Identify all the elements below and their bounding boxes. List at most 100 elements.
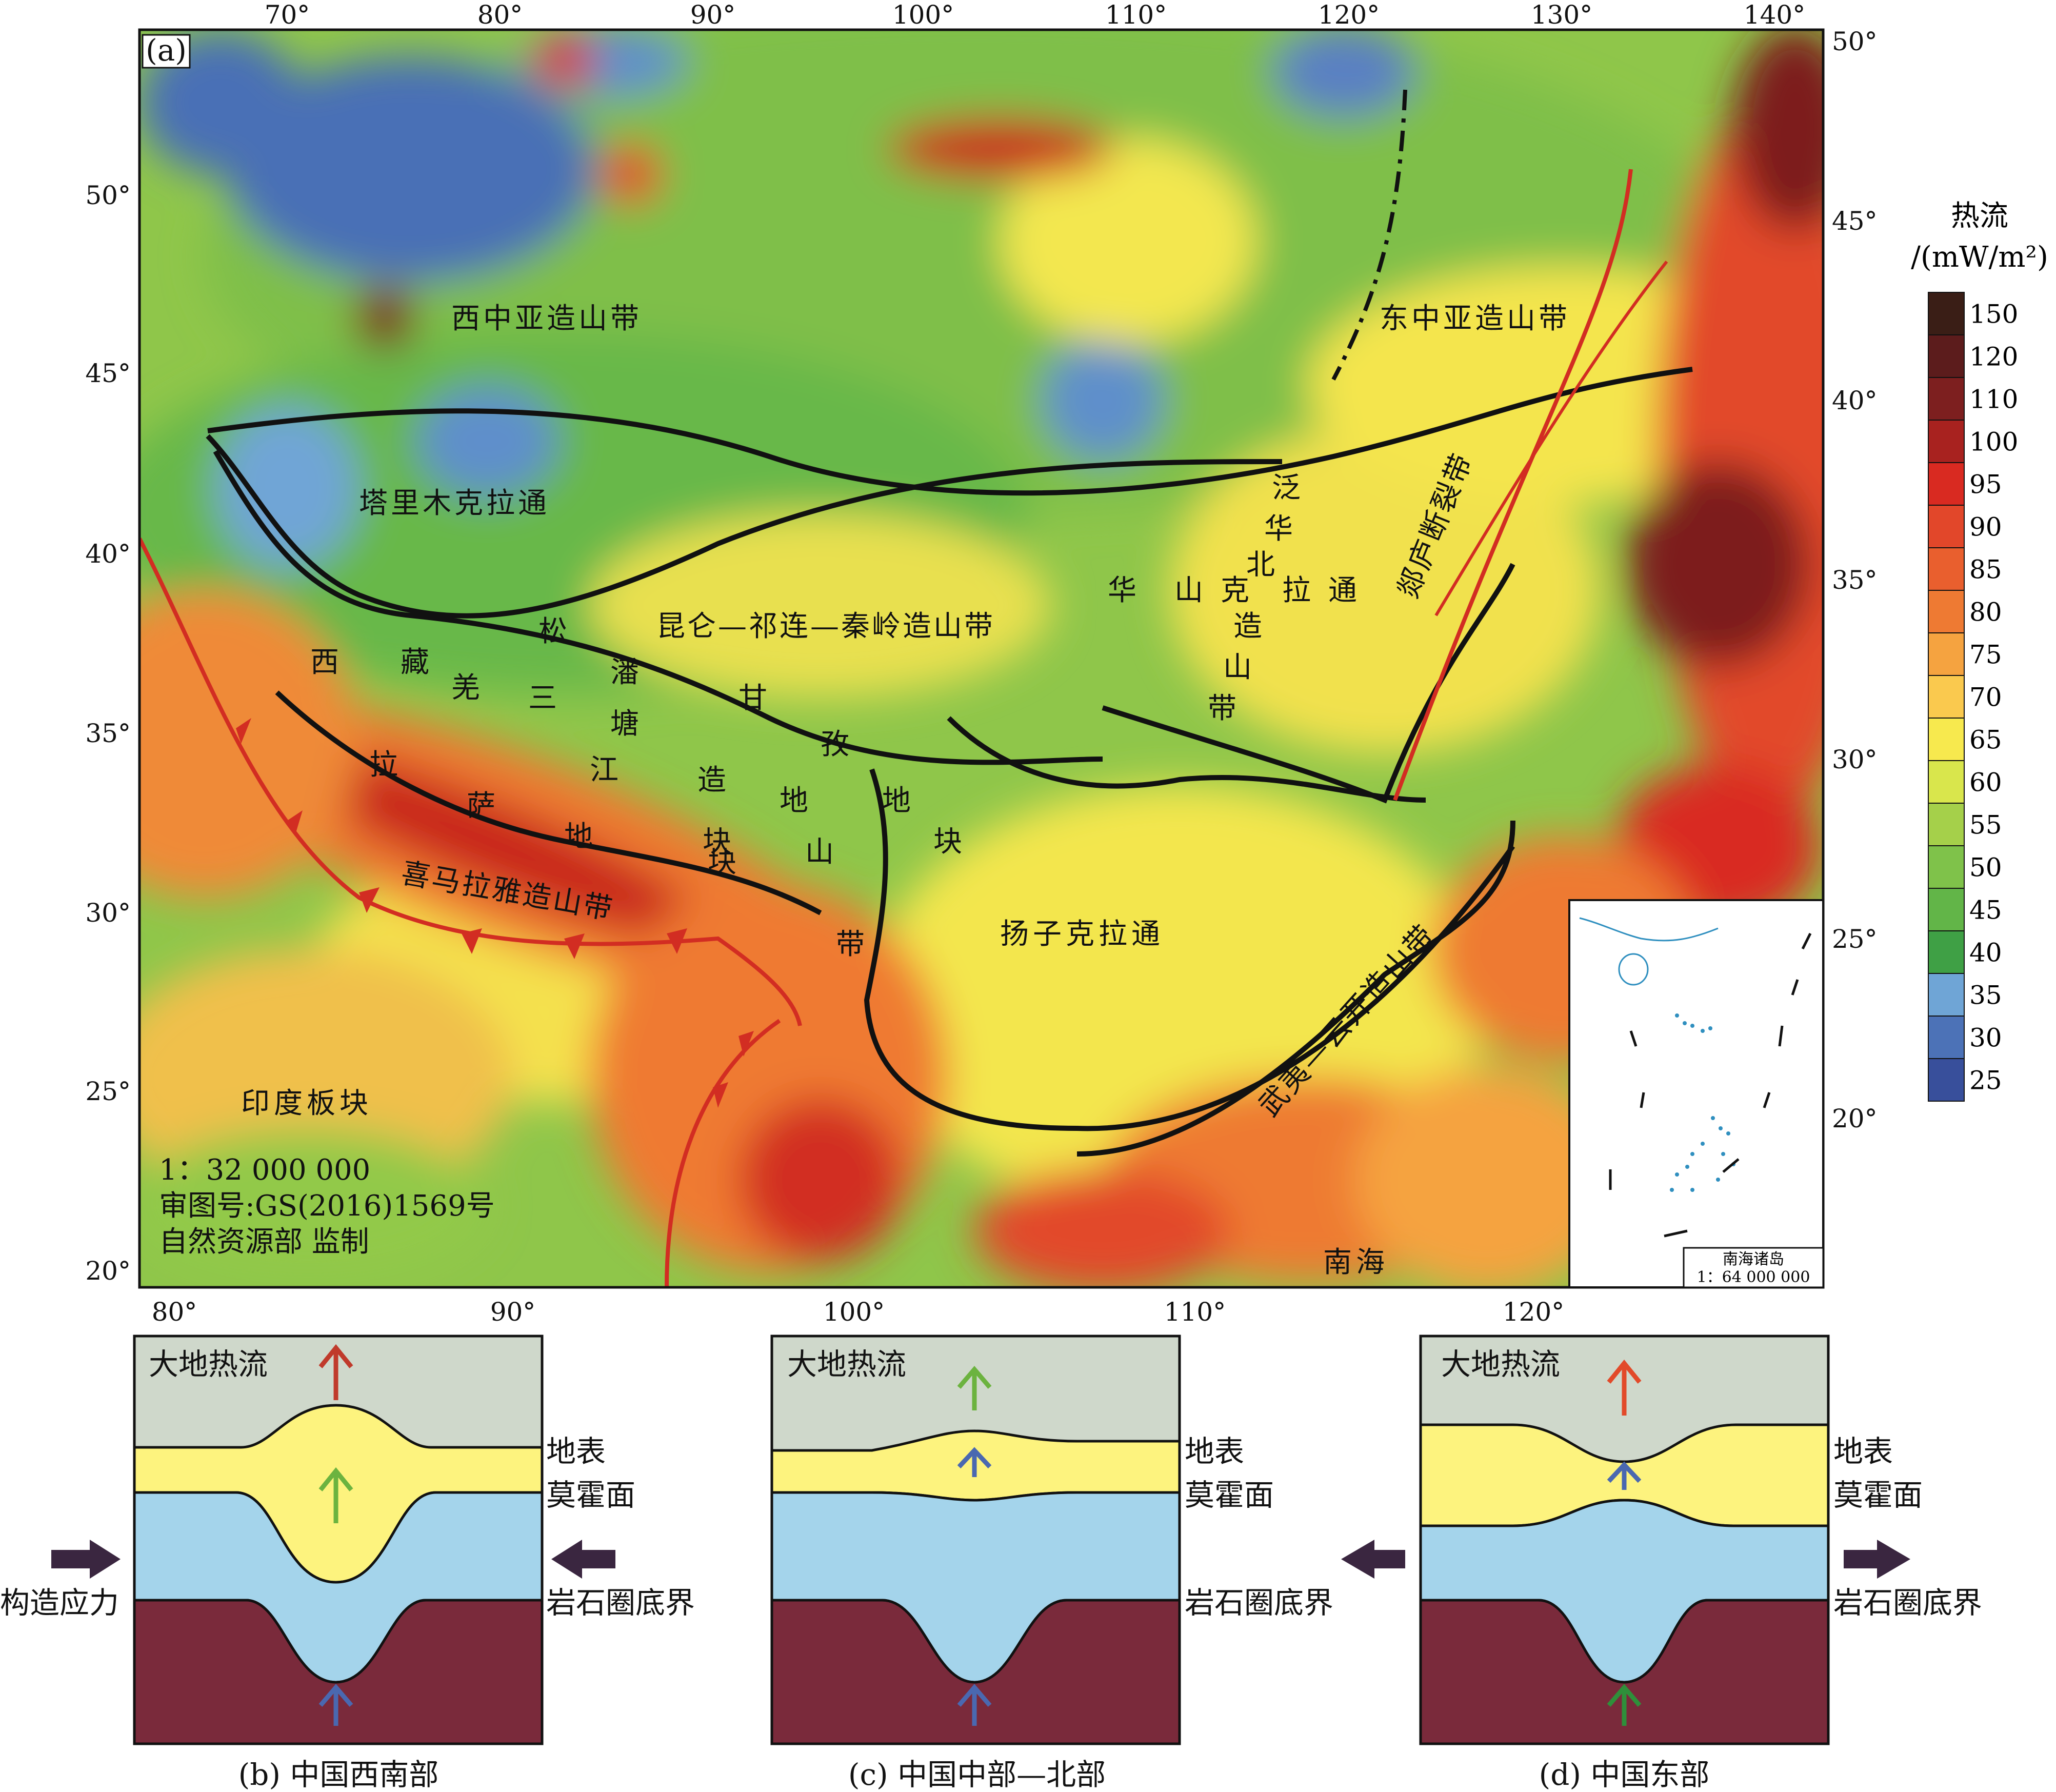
label-north-china-orogen: 泛 华 北 造 山 带 [1208, 471, 1301, 725]
right-tick: 30° [1832, 745, 1878, 774]
legend-swatch [1928, 803, 1965, 846]
stress-arrow-left [51, 1540, 121, 1579]
left-tick: 35° [85, 719, 131, 748]
svg-text:造: 造 [697, 764, 726, 797]
dash-dot-line [1331, 89, 1407, 381]
legend-value: 100 [1969, 427, 2018, 457]
legend-value: 95 [1969, 470, 2002, 500]
legend-value: 30 [1969, 1023, 2002, 1053]
arrow-blue [957, 1684, 992, 1726]
panel-b-heat-label: 大地热流 [149, 1347, 268, 1382]
inset-title: 南海诸岛 [1723, 1250, 1784, 1268]
svg-text:带: 带 [1208, 692, 1236, 725]
arrow-red [1607, 1359, 1642, 1416]
label-yangtze: 扬子克拉通 [1000, 918, 1164, 951]
top-tick: 140° [1744, 0, 1805, 30]
svg-text:拉: 拉 [1282, 574, 1311, 607]
label-kunlun: 昆仑—祁连—秦岭造山带 [656, 610, 995, 643]
svg-text:山: 山 [1174, 574, 1203, 607]
svg-text:三: 三 [528, 682, 557, 715]
legend-swatch [1928, 930, 1965, 974]
left-tick: 50° [85, 181, 131, 210]
panel-d-moho: 莫霍面 [1833, 1478, 1923, 1512]
svg-text:羌: 羌 [451, 671, 480, 705]
svg-text:带: 带 [836, 928, 865, 961]
svg-text:孜: 孜 [821, 728, 849, 761]
left-lat-ticks: 50° 45° 40° 35° 30° 25° 20° [85, 181, 131, 1286]
legend-swatch [1928, 888, 1965, 931]
top-tick: 110° [1105, 0, 1167, 30]
top-tick: 100° [892, 0, 954, 30]
svg-text:山: 山 [1223, 651, 1252, 684]
top-lon-ticks: 70° 80° 90° 100° 110° 120° 130° 140° [265, 0, 1806, 30]
bottom-tick: 120° [1503, 1297, 1564, 1327]
panel-c-caption: (c) 中国中部—北部 [848, 1757, 1106, 1790]
right-lat-ticks: 50° 45° 40° 35° 30° 25° 20° [1832, 27, 1878, 1133]
scale-note: 1：32 000 000 [159, 1153, 370, 1187]
label-west-caoa: 西中亚造山带 [451, 302, 642, 335]
right-tick: 25° [1832, 924, 1878, 954]
legend-value: 90 [1969, 512, 2002, 542]
legend-swatches: 150 120 110 100 95 90 85 80 75 70 65 60 55 50 45 40 35 30… [1928, 292, 2018, 1102]
legend-swatch [1928, 632, 1965, 676]
panel-d-surface: 地表 [1833, 1434, 1893, 1469]
panel-c-surface: 地表 [1185, 1434, 1244, 1469]
legend-swatch [1928, 505, 1965, 548]
extension-arrow-right [1844, 1540, 1910, 1579]
left-tick: 45° [85, 359, 131, 388]
legend-swatch [1928, 675, 1965, 719]
panel-c-moho: 莫霍面 [1185, 1478, 1274, 1512]
svg-text:潘: 潘 [610, 656, 639, 689]
panel-c-heat-label: 大地热流 [787, 1347, 906, 1382]
label-scs: 南海 [1323, 1246, 1389, 1279]
bottom-lon-ticks: 80° 90° 100° 110° 120° [152, 1297, 1565, 1327]
label-sanjiang: 三 江 造 山 带 [528, 682, 865, 961]
svg-text:泛: 泛 [1272, 471, 1301, 505]
label-qiangtang: 羌 塘 地 块 [451, 671, 808, 859]
legend-swatch [1928, 334, 1965, 378]
panel-a-label: (a) [142, 33, 191, 69]
arrow-blue [957, 1447, 992, 1477]
panel-d-lab: 岩石圈底界 [1833, 1585, 1982, 1620]
arrow-green [318, 1467, 353, 1523]
legend-value: 45 [1969, 895, 2002, 925]
left-tick: 25° [85, 1077, 131, 1106]
legend-swatch [1928, 590, 1965, 633]
inset-scale: 1：64 000 000 [1697, 1268, 1810, 1286]
bottom-tick: 100° [823, 1297, 885, 1327]
legend-value: 60 [1969, 768, 2002, 798]
top-tick: 120° [1318, 0, 1380, 30]
svg-text:块: 块 [703, 825, 731, 859]
svg-text:通: 通 [1328, 574, 1357, 607]
top-tick: 80° [477, 0, 523, 30]
heat-flow-legend: 热流 /(mW/m²) 150 120 110 100 95 90 85 80 75 70 65 60… [1911, 200, 2048, 1102]
left-tick: 20° [85, 1256, 131, 1286]
panel-b-moho: 莫霍面 [546, 1478, 635, 1512]
panel-b-caption: (b) 中国西南部 [238, 1757, 439, 1790]
scs-inset: 南海诸岛 1：64 000 000 [1568, 899, 1824, 1288]
label-songpan: 松 潘 甘 孜 地 块 [538, 615, 962, 859]
panel-b-surface: 地表 [546, 1434, 606, 1469]
right-tick: 50° [1832, 27, 1878, 56]
legend-swatch [1928, 547, 1965, 591]
legend-swatch [1928, 973, 1965, 1017]
legend-value: 110 [1969, 385, 2018, 414]
legend-unit: /(mW/m²) [1911, 241, 2048, 274]
legend-value: 65 [1969, 725, 2002, 755]
panel-d: 大地热流 地表 莫霍面 岩石圈底界 (d) 中国东部 [1341, 1335, 1982, 1792]
panel-d-heat-label: 大地热流 [1441, 1347, 1560, 1382]
legend-swatch [1928, 760, 1965, 804]
panel-a-label-text: (a) [146, 33, 187, 68]
label-india: 印度板块 [241, 1087, 372, 1120]
arrow-red [318, 1344, 353, 1400]
legend-swatch [1928, 845, 1965, 889]
panel-b: 大地热流 地表 莫霍面 岩石圈底界 构造应力 (b) 中国西南部 [0, 1335, 695, 1792]
label-north-china: 华 山 克 拉 通 [1108, 574, 1357, 607]
legend-swatch [1928, 718, 1965, 761]
legend-value: 55 [1969, 810, 2002, 840]
label-tibet-w: 西藏 [310, 646, 491, 679]
svg-text:江: 江 [590, 753, 618, 787]
right-tick: 35° [1832, 565, 1878, 595]
svg-text:甘: 甘 [738, 682, 767, 715]
arrow-dark-green [1607, 1684, 1642, 1726]
